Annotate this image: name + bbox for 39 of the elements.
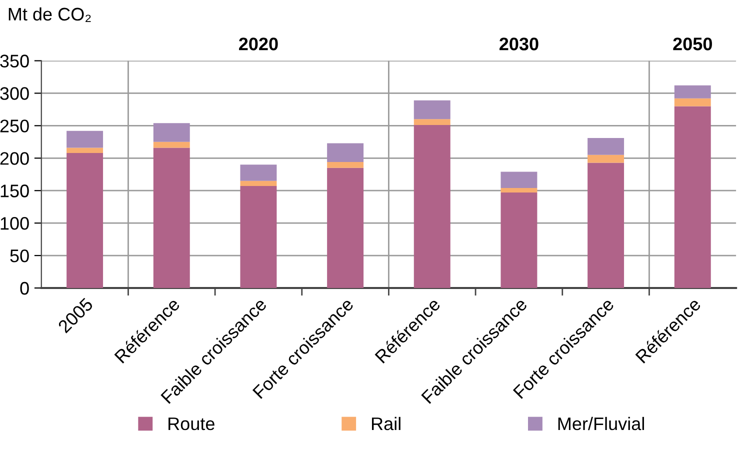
y-tick-label: 0 (20, 282, 29, 295)
bar (66, 148, 104, 153)
bar (327, 162, 364, 168)
y-tick-label: 250 (0, 120, 29, 132)
bar (66, 152, 104, 288)
y-tick-label: 200 (0, 152, 29, 165)
text: 2050 (673, 38, 712, 50)
bar (327, 143, 364, 162)
bar (153, 123, 190, 142)
bar (674, 106, 711, 288)
y-tick-label: 150 (0, 184, 29, 198)
legend-label: Mer/Fluvial (558, 416, 644, 430)
bar (414, 100, 450, 120)
bar (500, 192, 538, 288)
bar (240, 186, 277, 288)
bar (500, 188, 538, 193)
y-tick-label: 100 (0, 217, 29, 230)
bar (327, 168, 364, 288)
legend-label: Rail (372, 416, 400, 430)
text: 2020 (239, 38, 278, 50)
bar (674, 85, 711, 98)
bar (674, 98, 711, 106)
text: 2030 (500, 38, 538, 50)
bar (588, 154, 624, 163)
bar (414, 119, 450, 126)
bar (153, 142, 190, 148)
bar (153, 148, 190, 288)
bar (240, 180, 277, 186)
y-tick-label: 300 (0, 87, 29, 100)
bar (66, 130, 104, 148)
y-tick-label: 50 (10, 249, 29, 262)
y-tick-label: 350 (0, 54, 29, 68)
y-axis-title: Mt de CO₂ (8, 7, 91, 22)
bar (414, 125, 450, 288)
bar (588, 162, 624, 288)
bar (500, 172, 538, 188)
bar (240, 164, 277, 181)
legend-label: Route (168, 418, 214, 430)
bar (588, 138, 624, 155)
